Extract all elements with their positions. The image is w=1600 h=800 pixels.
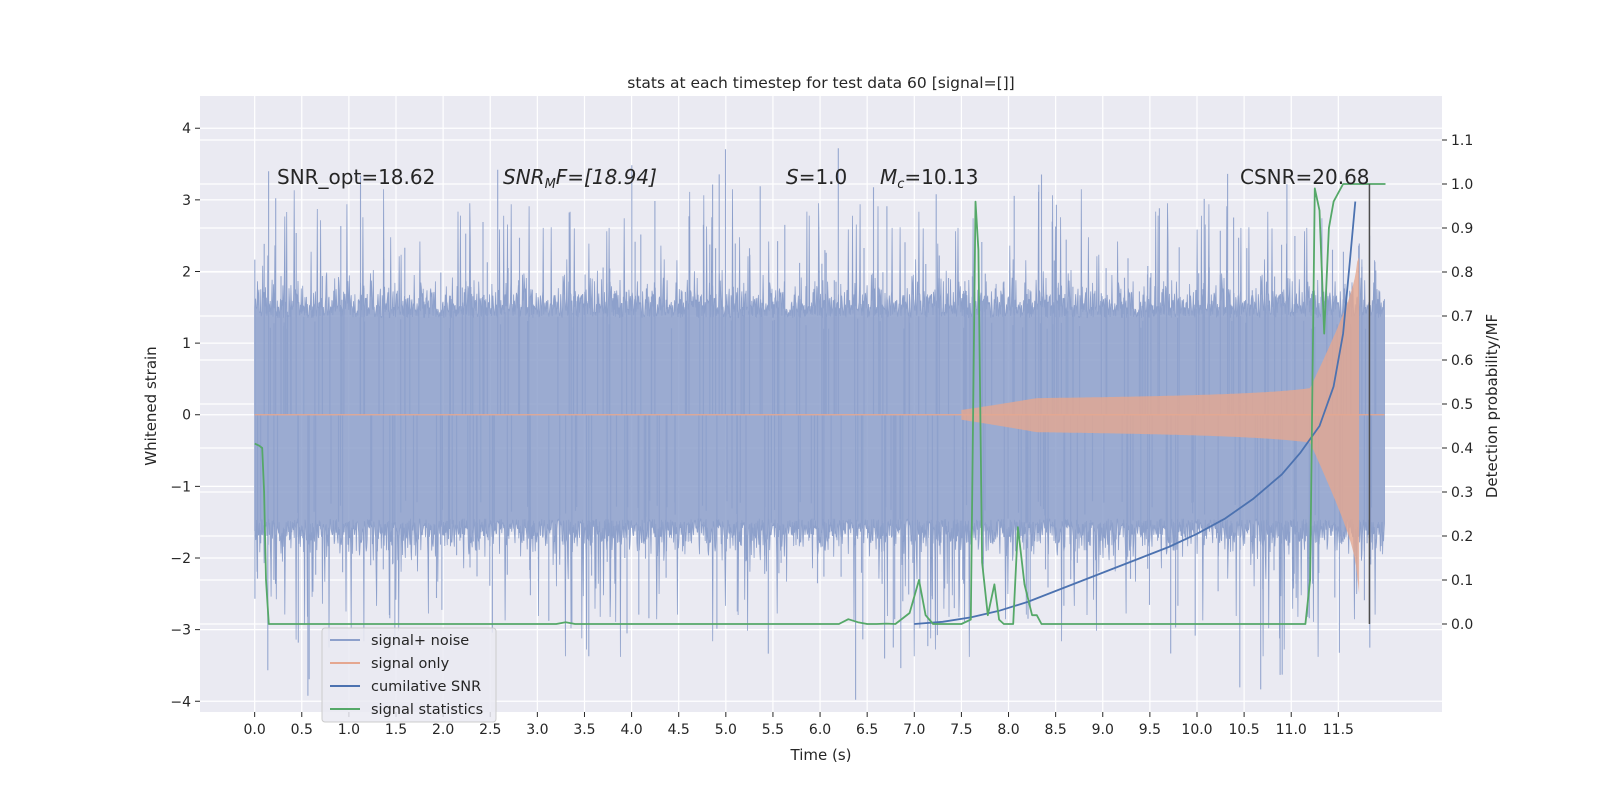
y-tick-label: −1 — [170, 479, 191, 495]
annotation-snr-mf-main: SNR — [503, 165, 545, 189]
x-tick-label: 1.5 — [385, 722, 407, 738]
annotation-s-rest: =1.0 — [799, 165, 848, 189]
legend-label-signal-plus-noise: signal+ noise — [371, 633, 469, 649]
signal-only-series — [254, 257, 1385, 594]
x-tick-label: 6.5 — [856, 722, 878, 738]
y-right-tick-label: 0.1 — [1451, 573, 1473, 589]
chart-title: stats at each timestep for test data 60 … — [627, 74, 1014, 92]
y-right-tick-label: 0.4 — [1451, 441, 1473, 457]
signal-only-chirp — [961, 257, 1360, 594]
x-tick-label: 0.5 — [291, 722, 313, 738]
annotation-s: S=1.0 — [786, 165, 847, 189]
y-axis-label: Whitened strain — [142, 346, 160, 465]
annotation-mc-rest: =10.13 — [904, 165, 978, 189]
legend-label-cumulative-snr: cumilative SNR — [371, 679, 481, 695]
legend-label-signal-only: signal only — [371, 656, 450, 672]
annotation-snr-mf-rest: F=[18.94] — [556, 165, 657, 189]
y-tick-label: 0 — [182, 408, 191, 424]
y-tick-label: −4 — [170, 694, 191, 710]
legend-label-signal-statistics: signal statistics — [371, 702, 483, 718]
annotation-mc-sub: c — [897, 177, 904, 192]
annotation-snr-mf: SNRMF=[18.94] — [503, 165, 657, 192]
signal-statistics-line — [254, 183, 1386, 625]
y-tick-label: 2 — [182, 264, 191, 280]
x-tick-label: 0.0 — [244, 722, 266, 738]
signal-plus-noise-spikes — [254, 148, 1377, 700]
x-tick-label: 7.0 — [903, 722, 925, 738]
legend-box — [321, 627, 497, 723]
signal-plus-noise-series — [254, 148, 1385, 700]
x-tick-label: 2.5 — [479, 722, 501, 738]
y-tick-label: −2 — [170, 551, 191, 567]
cumulative-snr-line — [914, 201, 1357, 625]
annotation-snr-opt: SNR_opt=18.62 — [277, 165, 435, 189]
y-right-tick-label: 0.8 — [1451, 265, 1473, 281]
y-right-tick-label: 0.6 — [1451, 353, 1473, 369]
y-right-tick-label: 0.3 — [1451, 485, 1473, 501]
cumulative-snr-series — [914, 201, 1357, 625]
y-right-tick-label: 0.0 — [1451, 617, 1473, 633]
x-tick-label: 5.5 — [762, 722, 784, 738]
x-tick-label: 11.5 — [1323, 722, 1354, 738]
signal-statistics-series — [254, 183, 1386, 625]
x-axis-label: Time (s) — [790, 746, 852, 764]
x-tick-label: 10.0 — [1181, 722, 1212, 738]
y-right-tick-label: 1.0 — [1451, 177, 1473, 193]
y-tick-label: 3 — [182, 193, 191, 209]
x-tick-label: 1.0 — [338, 722, 360, 738]
x-tick-label: 2.0 — [432, 722, 454, 738]
x-tick-label: 4.0 — [620, 722, 642, 738]
axis-ticks: 0.0 0.5 1.0 1.5 2.0 2.5 3.0 3.5 4.0 4.5 5.0 5.5 6.0 6… — [170, 121, 1473, 738]
x-tick-label: 6.0 — [809, 722, 831, 738]
annotation-s-main: S — [786, 165, 799, 189]
y-tick-label: 1 — [182, 336, 191, 352]
x-tick-label: 8.0 — [997, 722, 1019, 738]
annotation-csnr: CSNR=20.68 — [1240, 165, 1370, 189]
y-right-tick-label: 1.1 — [1451, 133, 1473, 149]
y-right-tick-label: 0.5 — [1451, 397, 1473, 413]
x-tick-label: 3.5 — [573, 722, 595, 738]
x-tick-label: 8.5 — [1045, 722, 1067, 738]
x-tick-label: 4.5 — [668, 722, 690, 738]
annotation-mc-main: M — [880, 165, 897, 189]
y-tick-label: −3 — [170, 623, 191, 639]
y-right-tick-label: 0.9 — [1451, 221, 1473, 237]
y-axis-right-label: Detection probability/MF — [1483, 314, 1501, 498]
x-tick-label: 7.5 — [950, 722, 972, 738]
x-tick-label: 5.0 — [715, 722, 737, 738]
x-tick-label: 9.5 — [1139, 722, 1161, 738]
y-tick-label: 4 — [182, 121, 191, 137]
y-right-tick-label: 0.2 — [1451, 529, 1473, 545]
annotation-mc: Mc=10.13 — [880, 165, 978, 192]
x-tick-label: 3.0 — [526, 722, 548, 738]
legend: signal+ noise signal only cumilative SNR… — [321, 627, 497, 723]
x-tick-label: 9.0 — [1092, 722, 1114, 738]
y-right-tick-label: 0.7 — [1451, 309, 1473, 325]
annotation-snr-mf-sub: M — [545, 177, 556, 192]
x-tick-label: 11.0 — [1276, 722, 1307, 738]
x-tick-label: 10.5 — [1229, 722, 1260, 738]
